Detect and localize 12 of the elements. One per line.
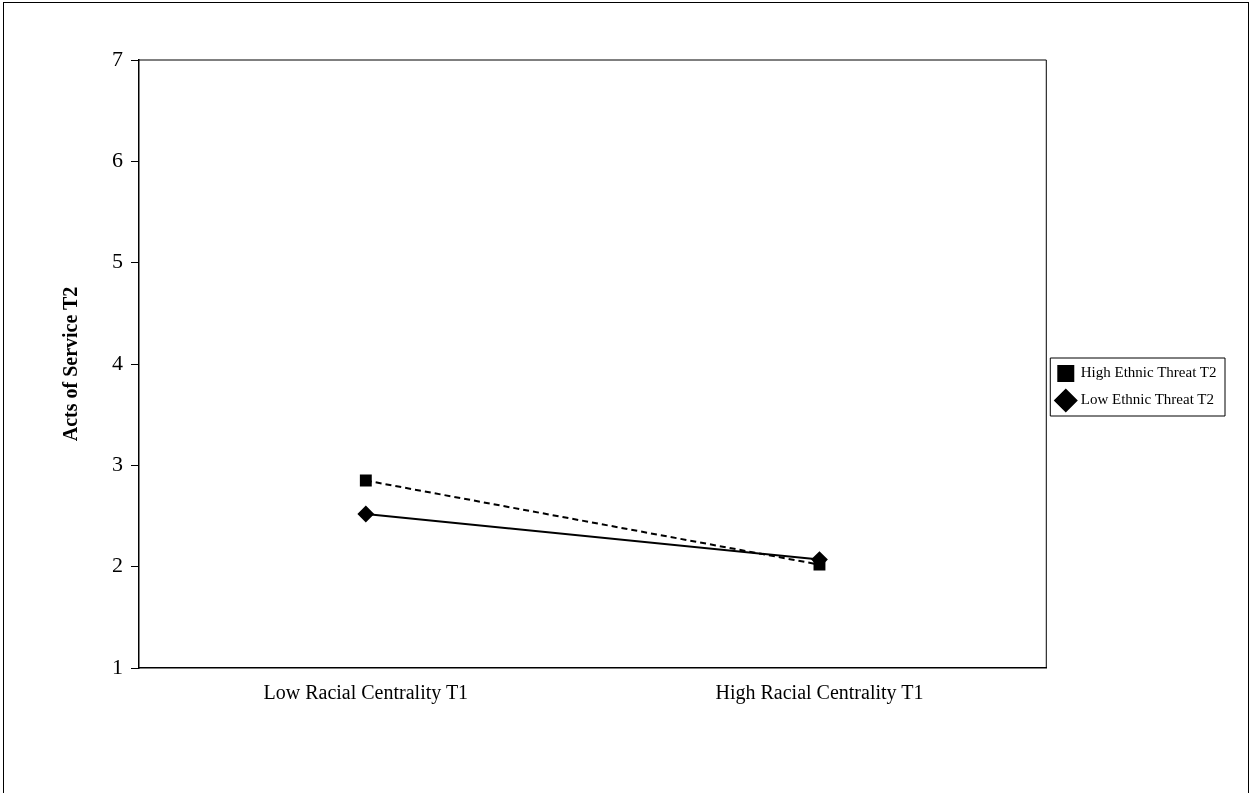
- legend-label: Low Ethnic Threat T2: [1080, 391, 1214, 408]
- y-tick-label: 2: [112, 552, 123, 578]
- x-tick-label: Low Racial Centrality T1: [263, 681, 469, 705]
- x-tick-label: High Racial Centrality T1: [715, 681, 924, 705]
- y-tick-label: 6: [112, 147, 123, 173]
- y-tick-label: 7: [112, 45, 123, 71]
- legend-label: High Ethnic Threat T2: [1080, 364, 1217, 381]
- y-tick-label: 5: [112, 248, 123, 274]
- y-tick-label: 1: [112, 653, 123, 679]
- y-tick-label: 4: [112, 349, 123, 375]
- y-axis-title: Acts of Service T2: [59, 286, 82, 442]
- y-tick-label: 3: [112, 451, 123, 477]
